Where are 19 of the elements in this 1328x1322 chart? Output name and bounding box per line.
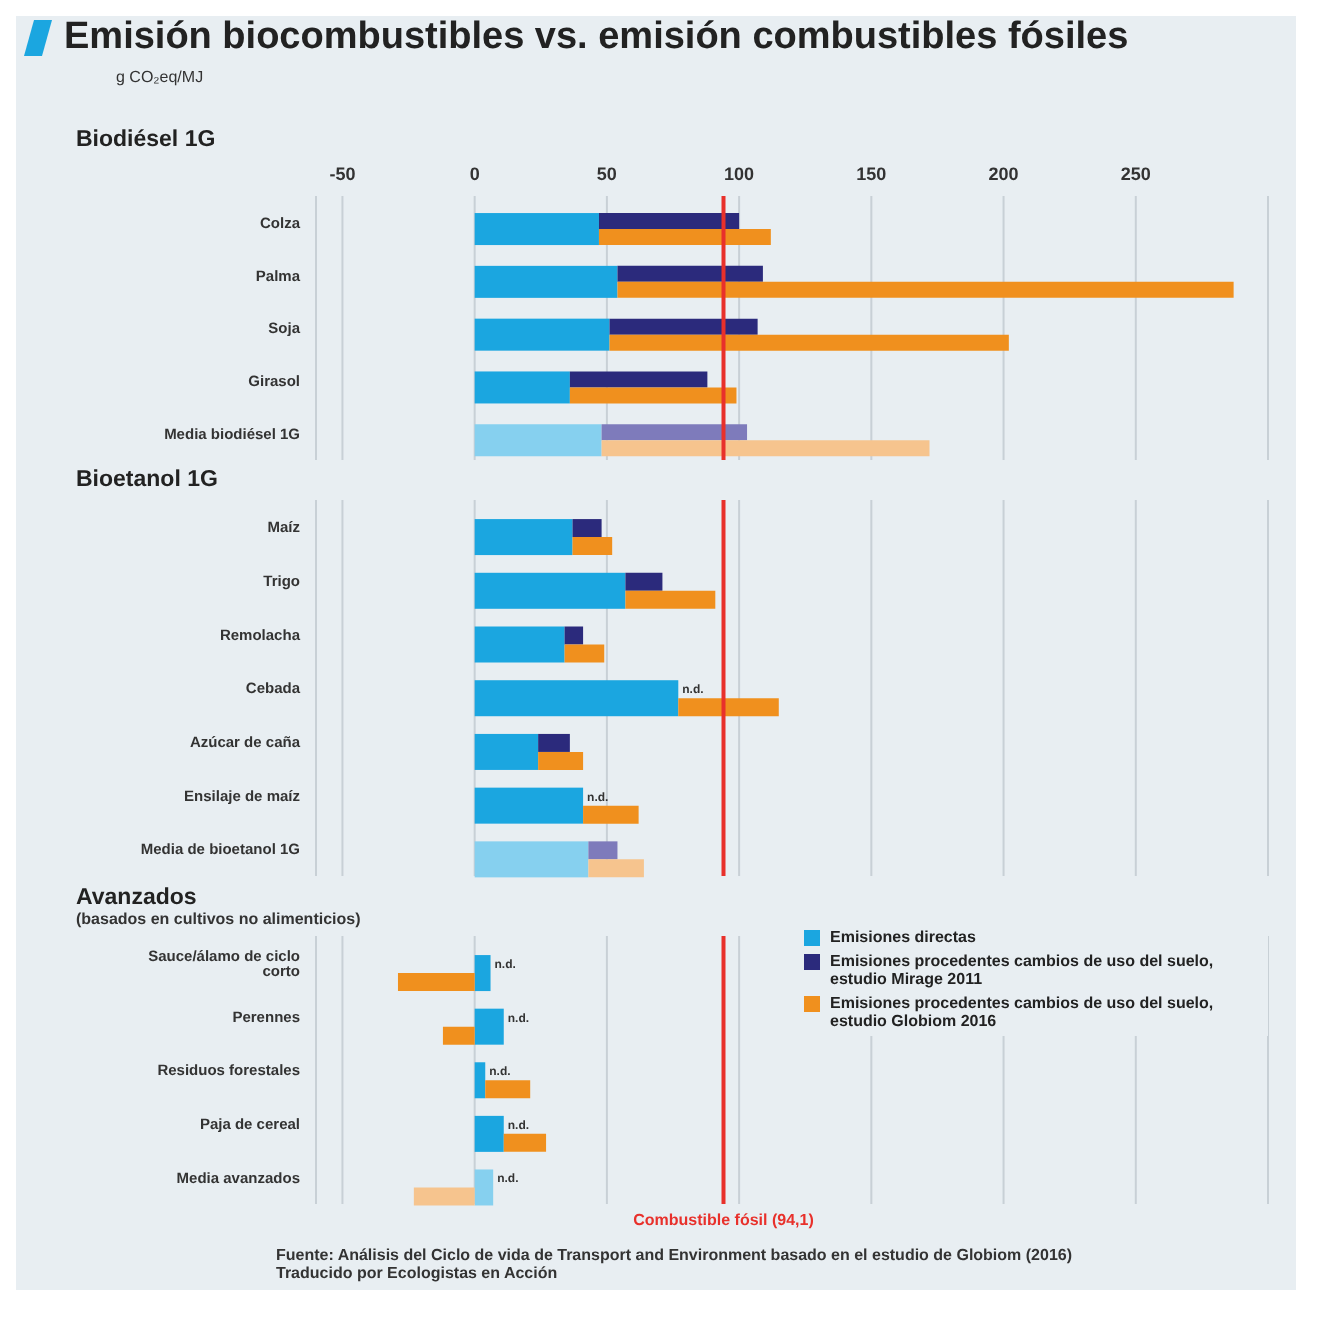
legend-label: Emisiones procedentes cambios de uso del suelo, estudio Mirage 2011 bbox=[830, 952, 1216, 988]
chart-title: Emisión biocombustibles vs. emisión combustibles fósiles bbox=[64, 16, 1129, 60]
x-tick-label: -50 bbox=[329, 164, 356, 184]
x-tick-label: 0 bbox=[469, 164, 480, 184]
x-tick-label: 200 bbox=[988, 164, 1019, 184]
ref-line-label: Combustible fósil (94,1) bbox=[633, 1211, 815, 1230]
x-tick-label: 150 bbox=[856, 164, 887, 184]
chart-title: Avanzados bbox=[76, 886, 199, 910]
text: Traducido por Ecologistas en Acción bbox=[276, 1264, 560, 1282]
source-note: Fuente: Análisis del Ciclo de vida de Transport and Environment basado en el estudio de Globiom (2016) bbox=[276, 1246, 1075, 1264]
x-tick-label: 50 bbox=[596, 164, 617, 184]
chart-title: Bioetanol 1G bbox=[76, 468, 220, 492]
legend-label: Emisiones procedentes cambios de uso del suelo, estudio Globiom 2016 bbox=[830, 994, 1216, 1030]
x-tick-label: 250 bbox=[1120, 164, 1151, 184]
legend-label: Emisiones directas bbox=[830, 928, 976, 946]
chart-subtitle: Biodiésel 1G bbox=[76, 128, 216, 152]
x-tick-label: 100 bbox=[724, 164, 755, 184]
x-axis-title: g CO₂eq/MJ bbox=[116, 68, 206, 88]
chart-subtitle: (basados en cultivos no alimenticios) bbox=[76, 910, 363, 928]
